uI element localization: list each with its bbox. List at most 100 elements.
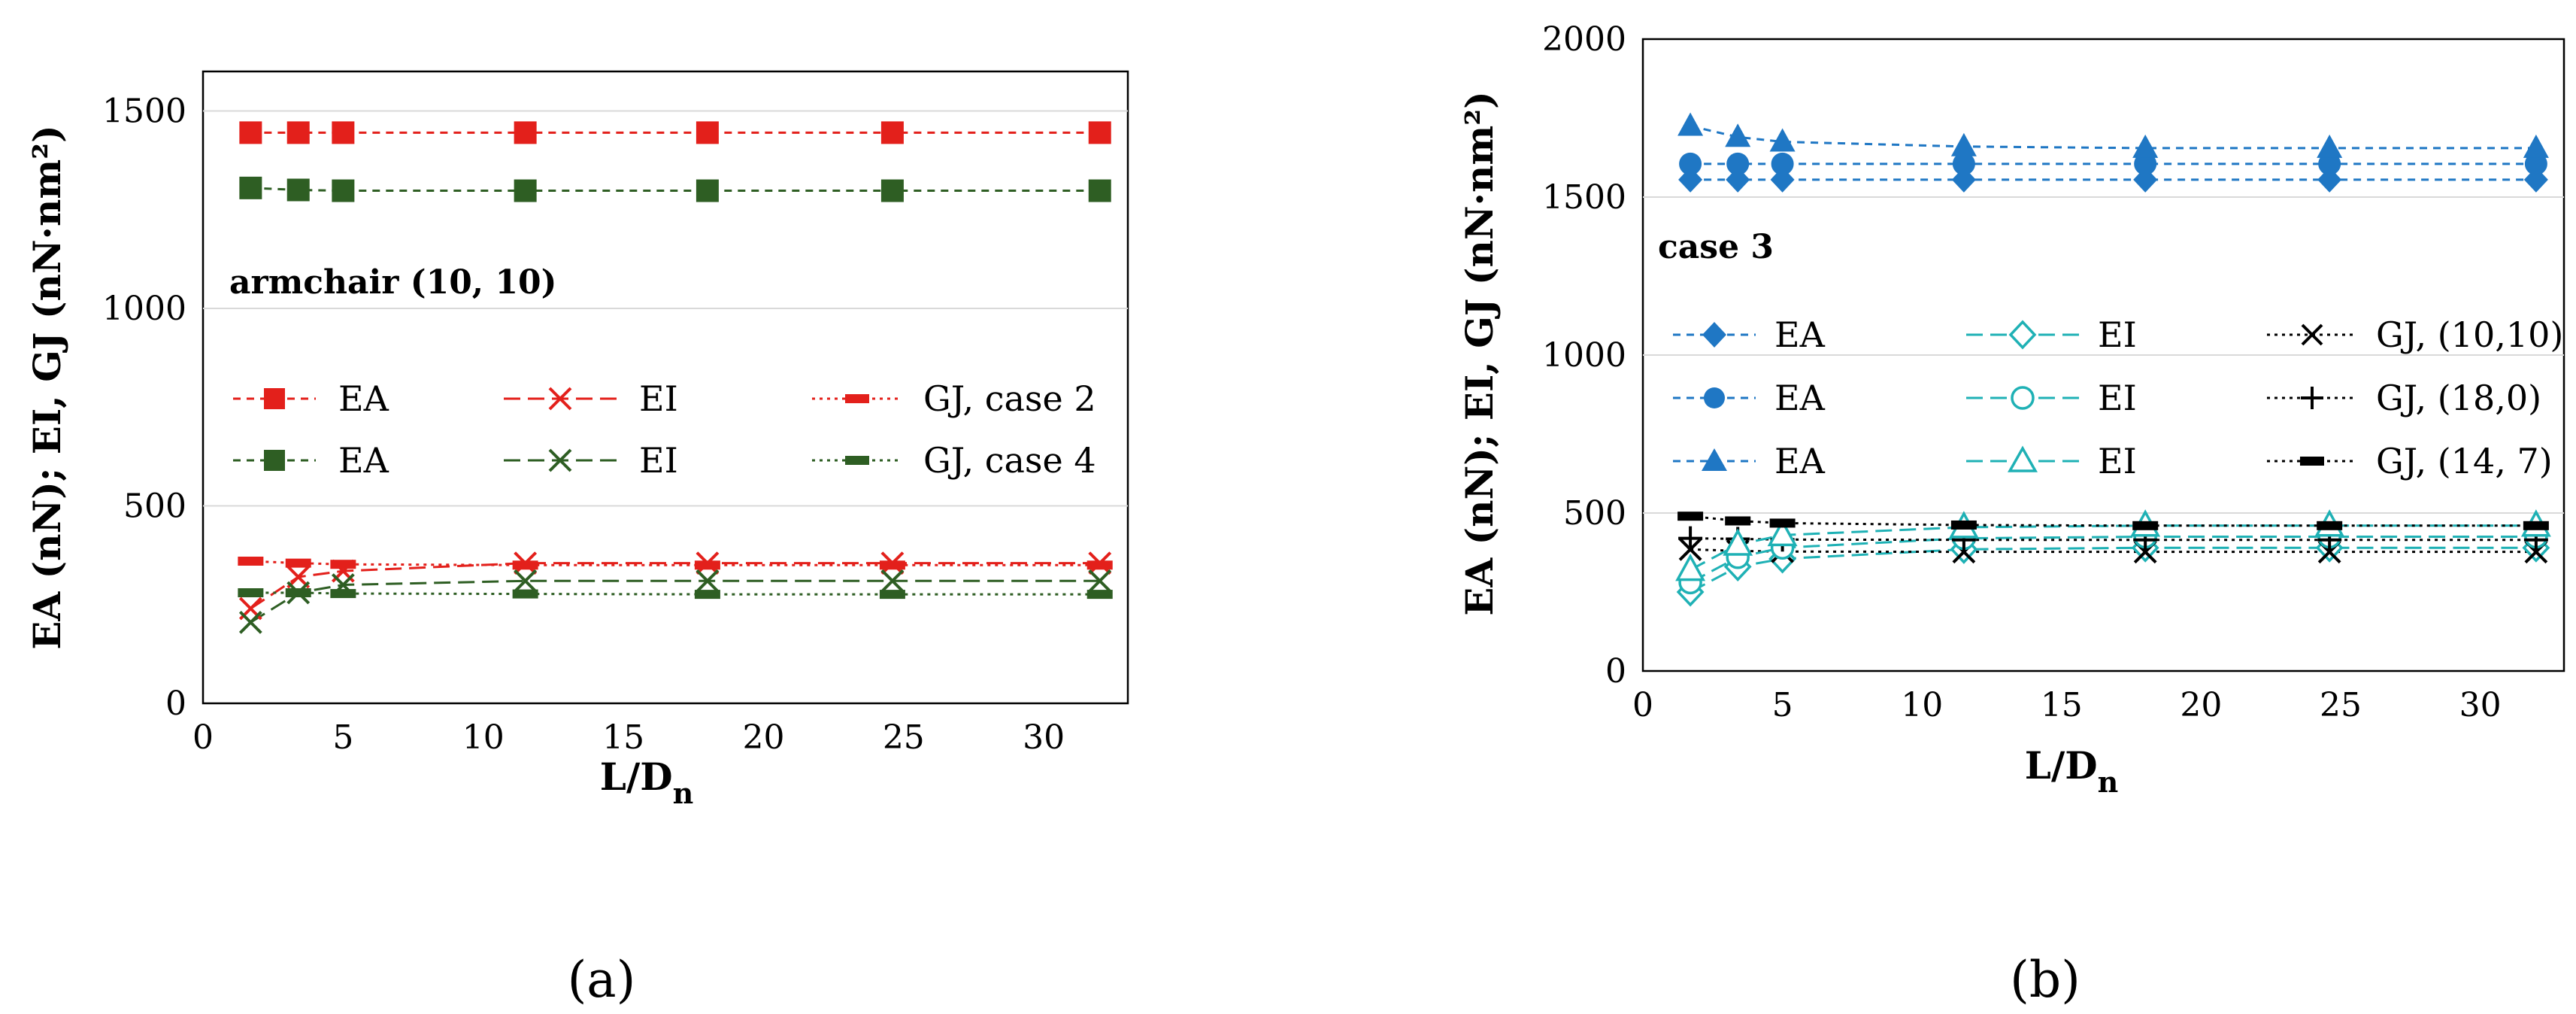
b-xtick-25: 25 [2320,686,2362,724]
panel-b-x-axis-title-sub: n [2098,765,2119,799]
b-series-3-point-3 [1952,152,1975,175]
b-series-7-point-0 [1675,553,1706,581]
legend-b-ei-circle-label: EI [2098,378,2137,418]
panel-b-y-axis-title: EA (nN); EI, GJ (nN·nm²) [1457,91,1502,616]
b-ytick-2000: 2000 [1542,20,1626,59]
a-xtick-5: 5 [332,718,353,757]
panel-b-x-axis-title: L/Dn [2025,743,2118,799]
b-series-6-point-5 [2317,134,2343,158]
legend-a-ei-green: EI [504,440,678,481]
panel-a-x-axis-title: L/Dn [600,754,693,810]
panel-a-series-markers [238,121,1113,634]
a-series-0-point-4 [696,121,719,144]
legend-a-ea-green-label: EA [338,440,389,481]
a-ytick-1000: 1000 [102,290,186,328]
panel-a-plot-area [202,70,1129,705]
panel-a-gridlines [203,110,1128,507]
a-ytick-500: 500 [123,487,186,526]
legend-b-ea-circle-marker [1704,387,1725,408]
a-xtick-10: 10 [462,718,505,757]
a-series-5-point-2 [330,589,356,599]
panel-a-tick-labels: 0 500 1000 1500 0 5 10 15 20 25 30 [102,93,1065,757]
legend-b-ei-diamond-marker [2008,320,2037,350]
b-series-3-point-6 [2524,152,2547,175]
legend-b-ea-diamond: EA [1673,314,1826,355]
a-series-0-point-1 [286,121,310,144]
legend-a-gj-case2-label: GJ, case 2 [923,378,1096,419]
b-series-8-point-3 [1950,520,1977,530]
legend-a-gj-case4-label: GJ, case 4 [923,440,1096,481]
legend-a-ei-red: EI [504,378,678,419]
a-series-0-point-6 [1088,121,1111,144]
panel-a: 0 500 1000 1500 0 5 10 15 20 25 30 armchair (10, 1… [25,70,1129,1009]
a-series-4-point-4 [696,569,720,593]
a-series-3-point-3 [514,179,537,202]
panel-b-tick-labels: 0 500 1000 1500 2000 0 5 10 15 20 25 30 [1542,20,2502,724]
b-xtick-5: 5 [1772,686,1793,724]
panel-b-label: (b) [2010,951,2080,1009]
legend-b-ei-circle: EI [1966,378,2137,418]
a-series-0-point-2 [332,121,355,144]
legend-a-ea-green: EA [233,440,389,481]
a-xtick-30: 30 [1023,718,1065,757]
a-series-3-point-6 [1088,179,1111,202]
a-series-5-point-5 [879,590,905,600]
a-series-4-point-0 [238,610,262,634]
a-series-3-point-1 [286,178,310,202]
b-series-8-point-1 [1725,516,1751,526]
panel-b-x-axis-title-main: L/D [2025,743,2098,788]
panel-a-y-axis-title: EA (nN); EI, GJ (nN·nm²) [25,125,69,650]
panel-b-annotation: case 3 [1658,228,1774,266]
b-series-6-point-0 [1677,112,1704,136]
legend-b-ea-triangle: EA [1673,441,1826,481]
legend-b-gj-10-10-marker [2301,323,2323,346]
legend-a-ea-red: EA [233,378,389,419]
b-series-8-point-6 [2523,521,2549,530]
b-series-7-point-1 [1723,528,1753,556]
a-series-2-point-5 [879,560,905,570]
a-xtick-0: 0 [192,718,214,757]
legend-b-ei-triangle-label: EI [2098,441,2137,481]
panel-a-label: (a) [568,951,636,1009]
a-series-2-point-3 [512,560,538,570]
legend-a-gj-case4: GJ, case 4 [812,440,1096,481]
b-series-8-point-5 [2317,521,2343,530]
a-xtick-20: 20 [742,718,784,757]
b-series-5-point-0 [1678,526,1703,551]
b-xtick-20: 20 [2180,686,2222,724]
panel-b-legend: EA EI GJ, (10,10) EA EI [1673,314,2563,481]
b-ytick-1000: 1000 [1542,336,1626,375]
panel-a-x-axis-title-main: L/D [600,754,673,799]
legend-b-ei-triangle: EI [1966,441,2137,481]
legend-b-gj-10-10: GJ, (10,10) [2267,314,2563,355]
b-series-6-point-3 [1950,132,1977,156]
b-ytick-0: 0 [1605,652,1626,691]
b-series-6-point-6 [2523,134,2549,158]
a-series-5-point-0 [238,588,264,597]
panel-a-x-axis-title-sub: n [673,776,694,810]
a-series-2-point-1 [285,558,311,568]
b-xtick-30: 30 [2459,686,2502,724]
a-series-5-point-4 [694,590,720,600]
b-series-7-point-2 [1767,518,1798,547]
a-series-3-point-2 [332,179,355,202]
b-xtick-0: 0 [1632,686,1653,724]
legend-b-ei-circle-marker [2011,386,2035,410]
b-series-3-point-5 [2318,152,2341,175]
a-series-5-point-1 [285,588,311,597]
a-series-2-point-6 [1086,560,1113,570]
legend-b-ea-triangle-marker [1702,448,1727,471]
legend-a-ei-green-label: EI [639,440,678,481]
b-series-8-point-2 [1769,518,1796,528]
legend-b-ei-diamond: EI [1966,314,2137,355]
a-ytick-0: 0 [165,685,186,723]
legend-b-ea-diamond-marker [1702,322,1726,348]
panel-b-gridlines [1643,196,2564,514]
panel-b: 0 500 1000 1500 2000 0 5 10 15 20 25 30 case 3 EA E… [1457,20,2565,1009]
b-series-6-point-1 [1725,123,1751,147]
b-series-3-point-0 [1679,152,1702,175]
b-series-3-point-1 [1726,152,1750,175]
legend-b-ea-circle: EA [1673,378,1826,418]
a-series-4-point-5 [880,569,905,593]
a-series-2-point-4 [694,560,720,570]
